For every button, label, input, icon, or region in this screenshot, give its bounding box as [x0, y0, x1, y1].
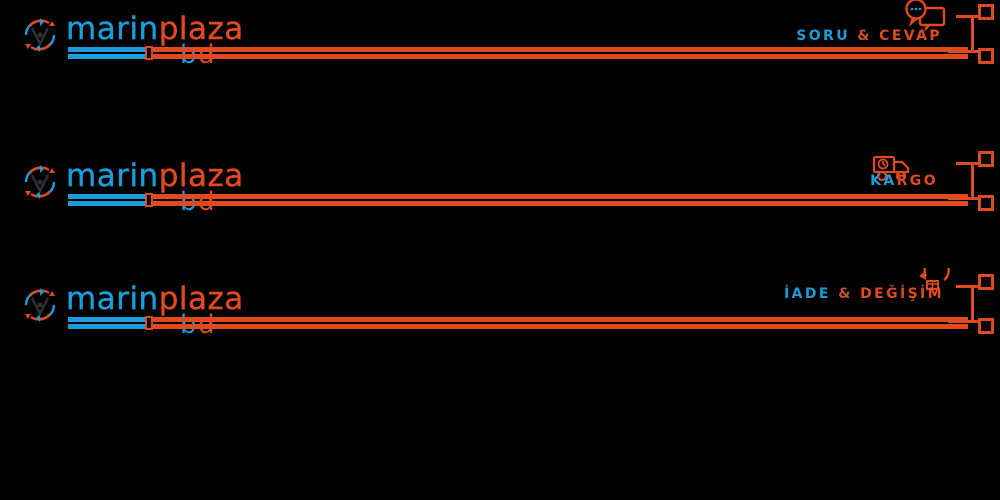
wordmark-plaza: plaza	[158, 158, 244, 194]
return-package-icon	[914, 268, 952, 302]
rule-orange-bottom	[146, 54, 968, 59]
bracket-arm-bottom	[948, 197, 978, 200]
bracket-arm-top	[956, 285, 978, 288]
wordmark: marinplaza b d	[66, 12, 244, 68]
caption-part-orange: DEĞİŞİM	[860, 286, 944, 302]
rule-left-cap	[145, 193, 153, 207]
wordmark-text: marinplaza	[66, 159, 244, 193]
bracket-square-top	[978, 4, 994, 20]
delivery-truck-icon	[872, 153, 914, 185]
wordmark-plaza: plaza	[158, 281, 244, 317]
caption-part-blue: İADE	[784, 286, 831, 302]
rule-orange-top	[146, 317, 968, 322]
banner-soru-cevap[interactable]: marinplaza b d SORU & CEVAP	[0, 0, 1000, 80]
rule-orange-bottom	[146, 201, 968, 206]
rule-orange-top	[146, 194, 968, 199]
caption-part-amp: &	[838, 286, 853, 302]
chat-bubbles-icon	[902, 0, 948, 36]
rule-left-cap	[145, 316, 153, 330]
bracket-ornament	[948, 4, 994, 64]
bracket-square-bottom	[978, 48, 994, 64]
wordmark-marin: marin	[66, 11, 159, 47]
rule-blue-top	[68, 47, 146, 52]
rule-blue-bottom	[68, 54, 146, 59]
rule-left-cap	[145, 46, 153, 60]
caption-part-blue: KA	[870, 173, 897, 189]
banner-kargo[interactable]: marinplaza b d KARGO	[0, 147, 1000, 227]
wordmark-plaza: plaza	[158, 11, 244, 47]
bracket-square-bottom	[978, 318, 994, 334]
rule-blue-top	[68, 317, 146, 322]
bracket-stem	[971, 18, 974, 51]
bracket-stem	[971, 165, 974, 198]
rule-blue-bottom	[68, 324, 146, 329]
bracket-square-top	[978, 151, 994, 167]
wordmark-marin: marin	[66, 281, 159, 317]
rule-blue-top	[68, 194, 146, 199]
bracket-square-top	[978, 274, 994, 290]
wordmark-text: marinplaza	[66, 12, 244, 46]
banner-caption-iade-degisim: İADE & DEĞİŞİM	[784, 286, 944, 302]
caption-part-orange: CEVAP	[879, 28, 942, 44]
bracket-arm-bottom	[948, 50, 978, 53]
bracket-arm-bottom	[948, 320, 978, 323]
wordmark-marin: marin	[66, 158, 159, 194]
bracket-stem	[971, 288, 974, 321]
wordmark-text: marinplaza	[66, 282, 244, 316]
marin-plaza-logo-icon	[18, 283, 62, 327]
marin-plaza-logo-icon	[18, 13, 62, 57]
banner-caption-kargo: KARGO	[870, 173, 938, 189]
marin-plaza-logo-icon	[18, 160, 62, 204]
bracket-arm-top	[956, 15, 978, 18]
bracket-ornament	[948, 274, 994, 334]
bracket-ornament	[948, 151, 994, 211]
caption-part-orange: RGO	[896, 173, 938, 189]
bracket-square-bottom	[978, 195, 994, 211]
rule-orange-top	[146, 47, 968, 52]
bracket-arm-top	[956, 162, 978, 165]
caption-part-amp: &	[857, 28, 872, 44]
rule-blue-bottom	[68, 201, 146, 206]
caption-part-blue: SORU	[796, 28, 850, 44]
banner-caption-soru-cevap: SORU & CEVAP	[796, 28, 942, 44]
banner-iade-degisim[interactable]: marinplaza b d İADE & DEĞİŞİM	[0, 268, 1000, 350]
rule-orange-bottom	[146, 324, 968, 329]
